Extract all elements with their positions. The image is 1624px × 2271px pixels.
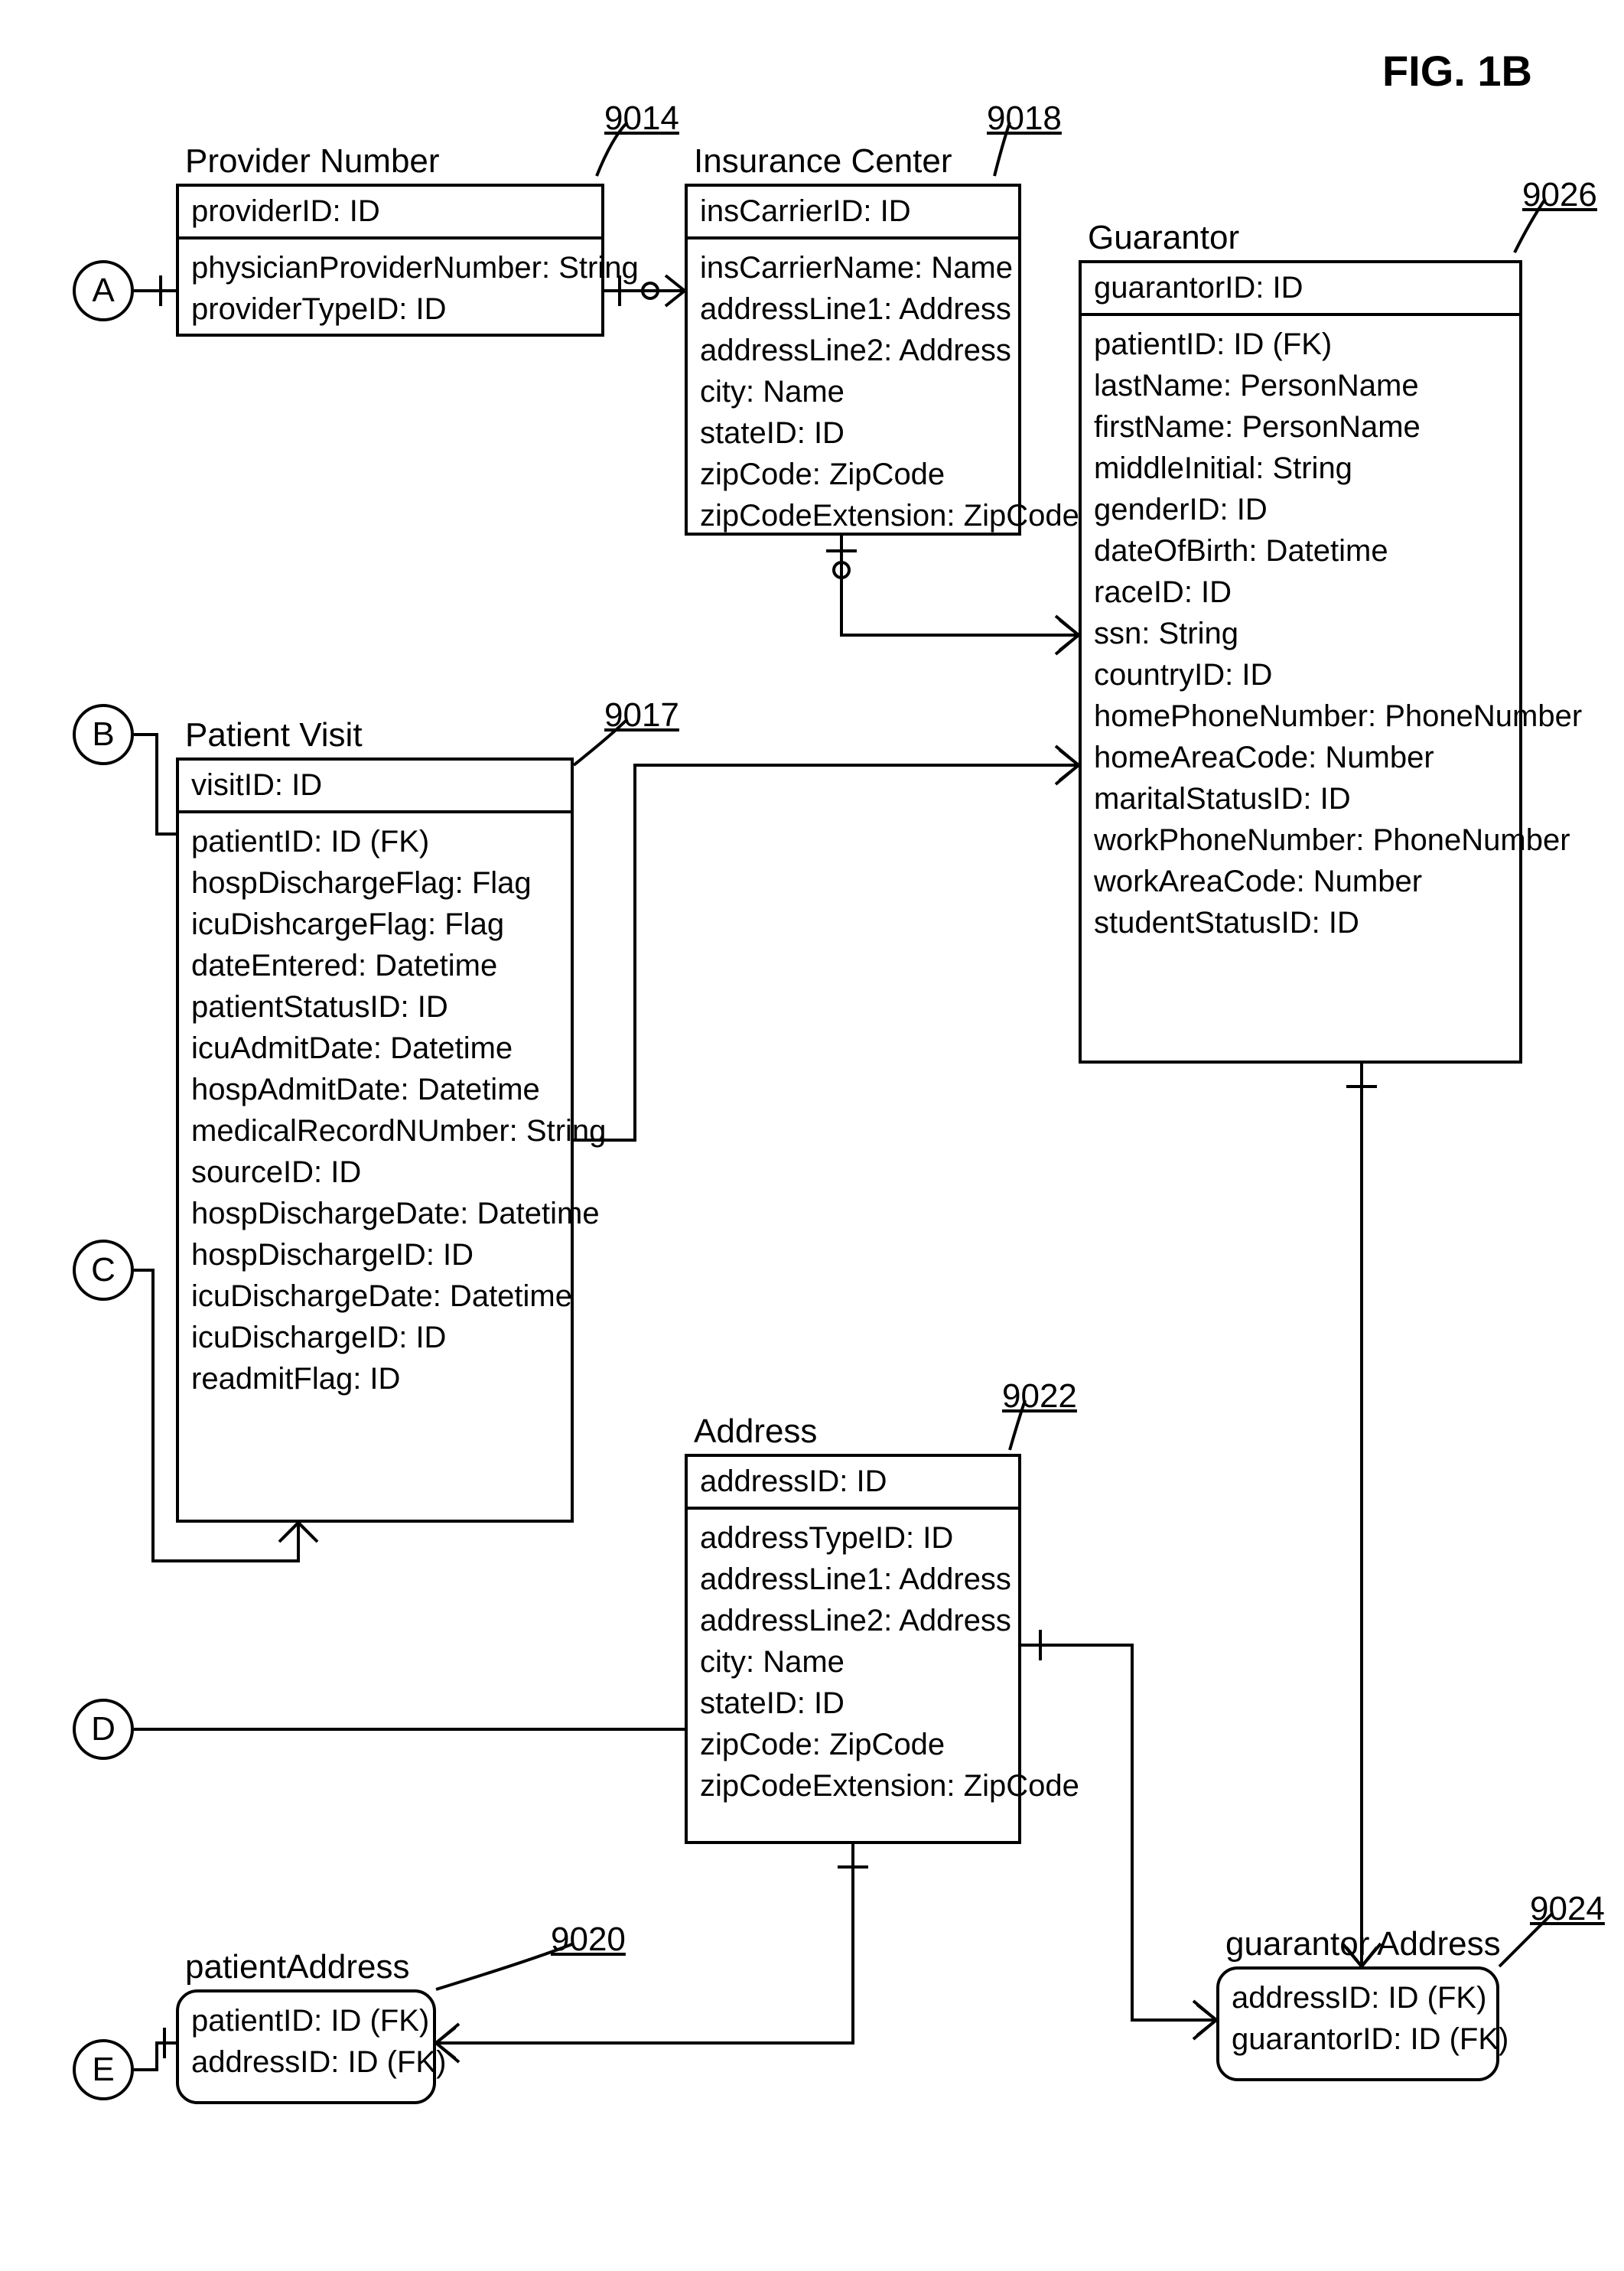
- attr: ssn: String: [1094, 613, 1507, 654]
- entity-patient-visit-title: Patient Visit: [185, 716, 363, 754]
- attr: patientID: ID (FK): [191, 821, 558, 862]
- ref-9014: 9014: [604, 99, 679, 138]
- connector-e-label: E: [92, 2051, 114, 2089]
- attr: firstName: PersonName: [1094, 406, 1507, 448]
- attr: readmitFlag: ID: [191, 1358, 558, 1399]
- connector-c: C: [73, 1240, 134, 1301]
- attr: city: Name: [700, 1641, 1006, 1683]
- entity-provider-number-title: Provider Number: [185, 142, 440, 181]
- entity-provider-number-body: physicianProviderNumber: String provider…: [179, 239, 601, 337]
- attr: icuAdmitDate: Datetime: [191, 1028, 558, 1069]
- entity-patient-address: patientAddress patientID: ID (FK) addres…: [176, 1989, 436, 2104]
- attr: countryID: ID: [1094, 654, 1507, 696]
- attr: addressLine2: Address: [700, 1600, 1006, 1641]
- attr: medicalRecordNUmber: String: [191, 1110, 558, 1152]
- attr: patientStatusID: ID: [191, 986, 558, 1028]
- attr: lastName: PersonName: [1094, 365, 1507, 406]
- entity-patient-visit: Patient Visit visitID: ID patientID: ID …: [176, 758, 574, 1523]
- entity-provider-number: Provider Number providerID: ID physician…: [176, 184, 604, 337]
- figure-title: FIG. 1B: [1382, 46, 1532, 96]
- attr: zipCode: ZipCode: [700, 454, 1006, 495]
- connector-d-label: D: [91, 1710, 116, 1748]
- attr: zipCode: ZipCode: [700, 1724, 1006, 1765]
- attr: providerTypeID: ID: [191, 288, 589, 330]
- attr: homePhoneNumber: PhoneNumber: [1094, 696, 1507, 737]
- attr: workAreaCode: Number: [1094, 861, 1507, 902]
- attr: patientID: ID (FK): [191, 2000, 421, 2041]
- ref-9018: 9018: [987, 99, 1062, 138]
- attr: hospAdmitDate: Datetime: [191, 1069, 558, 1110]
- connector-b-label: B: [92, 715, 114, 754]
- attr: patientID: ID (FK): [1094, 324, 1507, 365]
- entity-patient-visit-body: patientID: ID (FK) hospDischargeFlag: Fl…: [179, 813, 571, 1407]
- entity-address-body: addressTypeID: ID addressLine1: Address …: [688, 1510, 1018, 1814]
- attr: addressID: ID (FK): [1232, 1977, 1484, 2018]
- entity-insurance-center-title: Insurance Center: [694, 142, 952, 181]
- attr: icuDishcargeFlag: Flag: [191, 904, 558, 945]
- entity-guarantor: Guarantor guarantorID: ID patientID: ID …: [1079, 260, 1522, 1064]
- attr: zipCodeExtension: ZipCode: [700, 1765, 1006, 1807]
- attr: addressLine1: Address: [700, 1559, 1006, 1600]
- entity-address-title: Address: [694, 1412, 817, 1451]
- attr: guarantorID: ID (FK): [1232, 2018, 1484, 2060]
- attr: icuDischargeID: ID: [191, 1317, 558, 1358]
- attr: studentStatusID: ID: [1094, 902, 1507, 943]
- ref-9022: 9022: [1002, 1377, 1077, 1416]
- entity-provider-number-pk: providerID: ID: [179, 187, 601, 239]
- entity-insurance-center-pk: insCarrierID: ID: [688, 187, 1018, 239]
- entity-patient-visit-pk: visitID: ID: [179, 761, 571, 813]
- entity-guarantor-pk: guarantorID: ID: [1082, 263, 1519, 316]
- ref-9017: 9017: [604, 696, 679, 735]
- attr: genderID: ID: [1094, 489, 1507, 530]
- ref-9024: 9024: [1530, 1890, 1605, 1928]
- entity-address: Address addressID: ID addressTypeID: ID …: [685, 1454, 1021, 1844]
- entity-guarantor-address-body: addressID: ID (FK) guarantorID: ID (FK): [1219, 1970, 1496, 2067]
- entity-guarantor-body: patientID: ID (FK) lastName: PersonName …: [1082, 316, 1519, 951]
- attr: middleInitial: String: [1094, 448, 1507, 489]
- attr: stateID: ID: [700, 1683, 1006, 1724]
- attr: addressLine2: Address: [700, 330, 1006, 371]
- entity-insurance-center-body: insCarrierName: Name addressLine1: Addre…: [688, 239, 1018, 544]
- connector-a: A: [73, 260, 134, 321]
- attr: hospDischargeID: ID: [191, 1234, 558, 1276]
- connector-d: D: [73, 1699, 134, 1760]
- ref-9026: 9026: [1522, 176, 1597, 214]
- attr: dateOfBirth: Datetime: [1094, 530, 1507, 572]
- attr: icuDischargeDate: Datetime: [191, 1276, 558, 1317]
- attr: insCarrierName: Name: [700, 247, 1006, 288]
- attr: maritalStatusID: ID: [1094, 778, 1507, 819]
- entity-patient-address-body: patientID: ID (FK) addressID: ID (FK): [179, 1992, 433, 2090]
- entity-patient-address-title: patientAddress: [185, 1948, 410, 1986]
- connector-e: E: [73, 2039, 134, 2100]
- attr: sourceID: ID: [191, 1152, 558, 1193]
- attr: stateID: ID: [700, 412, 1006, 454]
- connector-c-label: C: [91, 1251, 116, 1289]
- attr: raceID: ID: [1094, 572, 1507, 613]
- connector-b: B: [73, 704, 134, 765]
- attr: city: Name: [700, 371, 1006, 412]
- attr: addressTypeID: ID: [700, 1517, 1006, 1559]
- attr: addressID: ID (FK): [191, 2041, 421, 2083]
- entity-guarantor-address-title: guarantor Address: [1225, 1925, 1501, 1963]
- attr: dateEntered: Datetime: [191, 945, 558, 986]
- attr: physicianProviderNumber: String: [191, 247, 589, 288]
- attr: zipCodeExtension: ZipCode: [700, 495, 1006, 536]
- ref-9020: 9020: [551, 1921, 626, 1959]
- attr: workPhoneNumber: PhoneNumber: [1094, 819, 1507, 861]
- attr: hospDischargeFlag: Flag: [191, 862, 558, 904]
- entity-insurance-center: Insurance Center insCarrierID: ID insCar…: [685, 184, 1021, 536]
- attr: homeAreaCode: Number: [1094, 737, 1507, 778]
- connector-a-label: A: [92, 272, 114, 310]
- attr: addressLine1: Address: [700, 288, 1006, 330]
- entity-address-pk: addressID: ID: [688, 1457, 1018, 1510]
- entity-guarantor-address: guarantor Address addressID: ID (FK) gua…: [1216, 1966, 1499, 2081]
- attr: hospDischargeDate: Datetime: [191, 1193, 558, 1234]
- entity-guarantor-title: Guarantor: [1088, 219, 1239, 257]
